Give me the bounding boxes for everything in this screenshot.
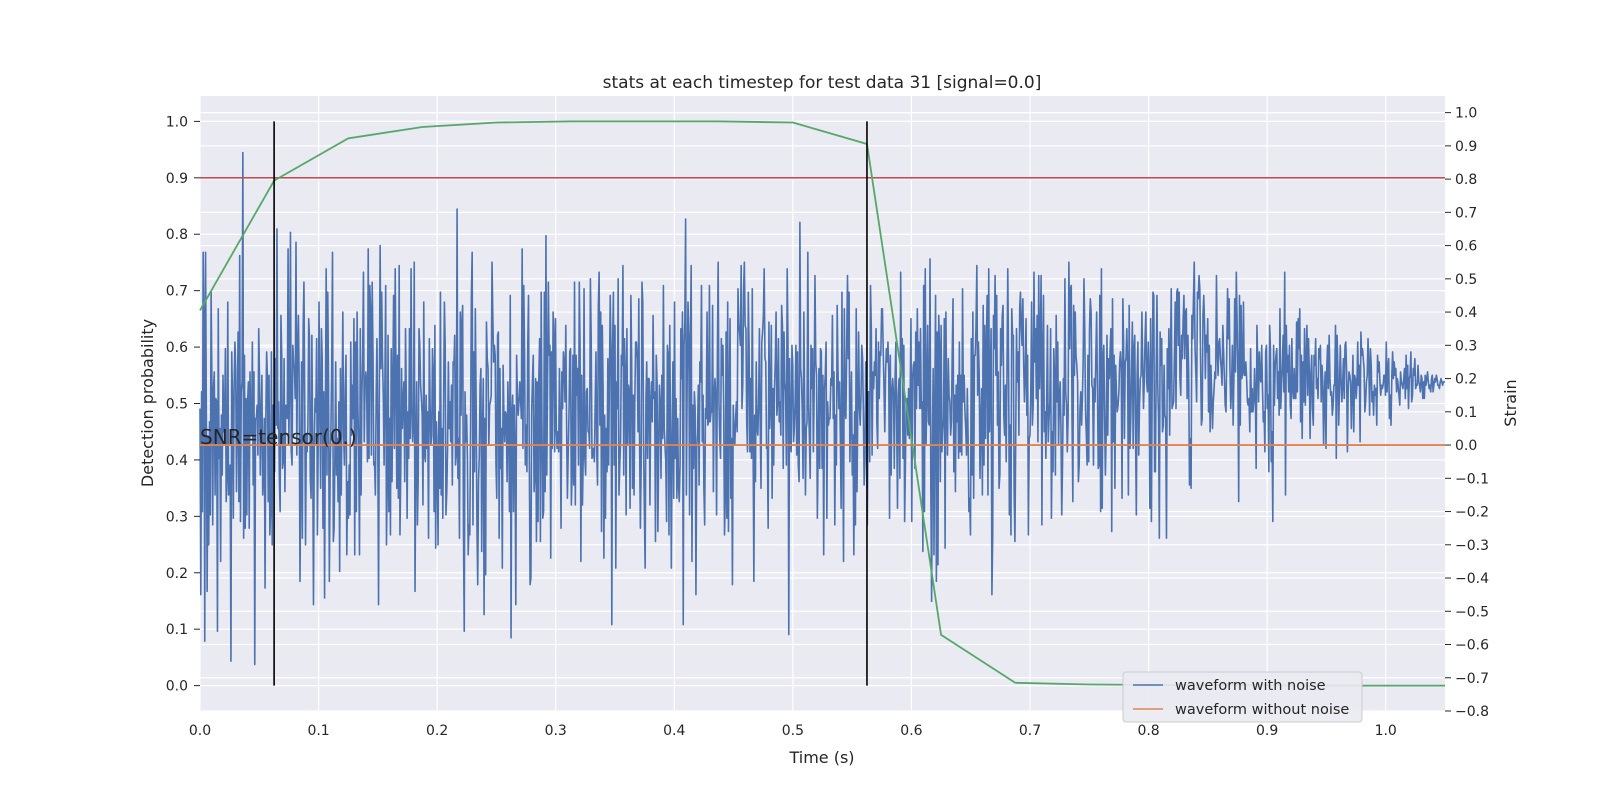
y2-tick-label-0-1: −0.1 xyxy=(1455,471,1489,487)
y2-tick-label-0-8: 0.8 xyxy=(1455,172,1477,188)
legend-label-waveform-with-noise: waveform with noise xyxy=(1175,678,1326,694)
x-tick-label-0-1: 0.1 xyxy=(307,723,329,739)
y2-axis-label: Strain xyxy=(1501,379,1520,426)
x-axis-label: Time (s) xyxy=(788,748,854,767)
y2-tick-label-0-7: 0.7 xyxy=(1455,205,1477,221)
y-tick-label-0-7: 0.7 xyxy=(166,284,188,300)
y2-tick-label-0-8: −0.8 xyxy=(1455,704,1489,720)
x-tick-label-1-0: 1.0 xyxy=(1375,723,1397,739)
y2-tick-label-0-1: 0.1 xyxy=(1455,405,1477,421)
x-tick-label-0-5: 0.5 xyxy=(782,723,804,739)
legend-box xyxy=(1122,671,1363,723)
y-tick-label-0-5: 0.5 xyxy=(166,397,188,413)
y2-tick-label-0-4: 0.4 xyxy=(1455,305,1477,321)
y-tick-label-0-3: 0.3 xyxy=(166,509,188,525)
y2-tick-label-0-5: 0.5 xyxy=(1455,272,1477,288)
x-tick-label-0-0: 0.0 xyxy=(189,723,211,739)
y2-tick-label-0-6: −0.6 xyxy=(1455,638,1489,654)
y2-axis-ticks: −0.8 −0.7 −0.6 −0.5 −0.4 −0.3 −0.2 −0.1 0.0 0.1 0.… xyxy=(1445,106,1489,720)
x-tick-label-0-9: 0.9 xyxy=(1256,723,1278,739)
y2-tick-label-0-4: −0.4 xyxy=(1455,571,1489,587)
legend-label-waveform-without-noise: waveform without noise xyxy=(1175,702,1349,718)
y2-tick-label-0-6: 0.6 xyxy=(1455,239,1477,255)
x-tick-label-0-2: 0.2 xyxy=(426,723,448,739)
y2-tick-label-0-3: −0.3 xyxy=(1455,538,1489,554)
y-axis-ticks: 0.0 0.1 0.2 0.3 0.4 0.5 0.6 0.7 0.8 0.9 1.0 xyxy=(166,114,200,695)
y2-tick-label-0-3: 0.3 xyxy=(1455,338,1477,354)
y2-tick-label-0-5: −0.5 xyxy=(1455,604,1489,620)
y-axis-label: Detection probability xyxy=(138,319,157,487)
y-tick-label-0-0: 0.0 xyxy=(166,679,188,695)
x-tick-label-0-6: 0.6 xyxy=(900,723,922,739)
y-tick-label-0-6: 0.6 xyxy=(166,340,188,356)
y-tick-label-0-2: 0.2 xyxy=(166,566,188,582)
chart-title: stats at each timestep for test data 31 … xyxy=(603,73,1042,93)
y2-tick-label-0-9: 0.9 xyxy=(1455,139,1477,155)
y-tick-label-1-0: 1.0 xyxy=(166,114,188,130)
y2-tick-label-0-0: 0.0 xyxy=(1455,438,1477,454)
x-axis-ticks: 0.0 0.1 0.2 0.3 0.4 0.5 0.6 0.7 0.8 0.9 1.0 xyxy=(189,723,1397,739)
snr-annotation: SNR=tensor(0.) xyxy=(200,425,357,449)
x-tick-label-0-3: 0.3 xyxy=(545,723,567,739)
series-line-waveform-with-noise xyxy=(199,151,1446,666)
y-tick-label-0-8: 0.8 xyxy=(166,227,188,243)
x-tick-label-0-4: 0.4 xyxy=(663,723,685,739)
legend: waveform with noise waveform without noi… xyxy=(1122,671,1363,723)
y2-tick-label-0-2: 0.2 xyxy=(1455,372,1477,388)
x-tick-label-0-8: 0.8 xyxy=(1137,723,1159,739)
y2-tick-label-0-2: −0.2 xyxy=(1455,505,1489,521)
y-tick-label-0-9: 0.9 xyxy=(166,171,188,187)
y-tick-label-0-1: 0.1 xyxy=(166,622,188,638)
x-tick-label-0-7: 0.7 xyxy=(1019,723,1041,739)
y-tick-label-0-4: 0.4 xyxy=(166,453,188,469)
y2-tick-label-0-7: −0.7 xyxy=(1455,671,1489,687)
y2-tick-label-1-0: 1.0 xyxy=(1455,106,1477,122)
